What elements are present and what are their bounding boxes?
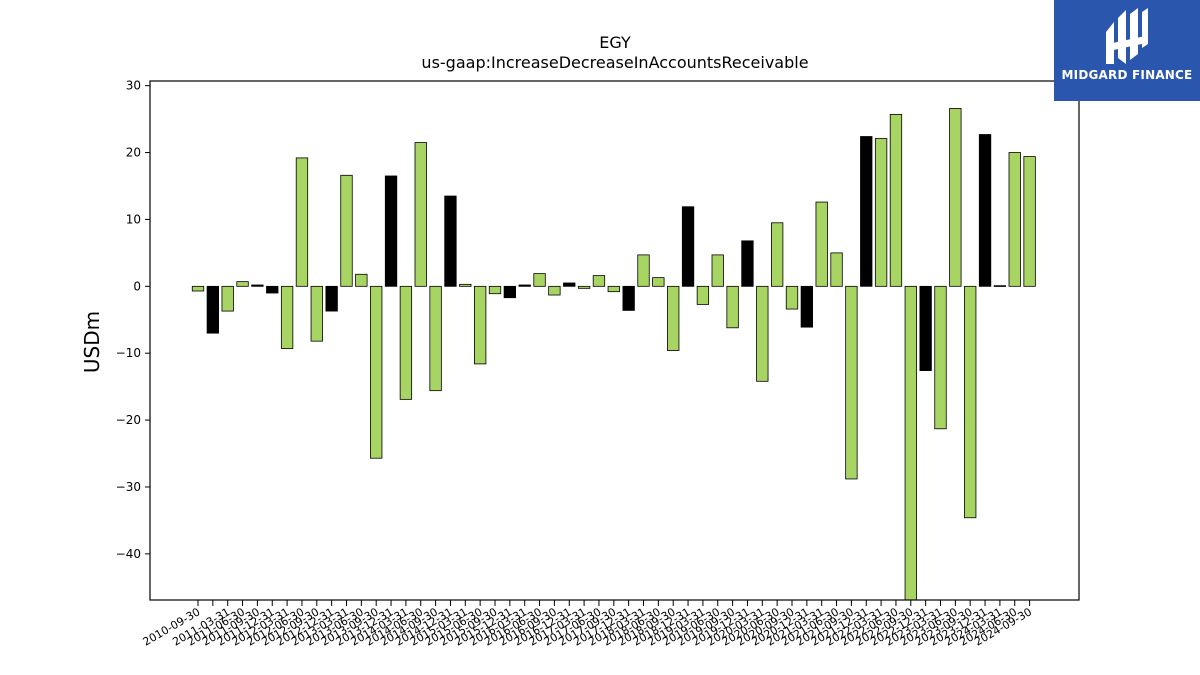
y-tick-label: −40 <box>116 547 141 561</box>
bar-2022-09-30 <box>904 285 917 601</box>
chart-title: EGY <box>599 33 631 52</box>
chart-subtitle: us-gaap:IncreaseDecreaseInAccountsReceiv… <box>421 53 808 72</box>
bar-2017-06-30 <box>592 275 606 287</box>
bar-2023-12-31 <box>978 134 992 287</box>
bar-2016-03-31 <box>518 284 531 287</box>
bar-2023-09-30 <box>964 285 977 519</box>
bar-2015-03-31 <box>459 283 472 287</box>
bar-2019-03-31 <box>696 285 710 305</box>
y-axis-ticks: 30 20 10 0 −10 −20 −30 −40 <box>116 79 150 561</box>
midgard-finance-logo: MIDGARD FINANCE <box>1054 0 1200 101</box>
bar-2017-12-31 <box>622 285 635 311</box>
bar-2020-03-31 <box>756 285 769 382</box>
y-tick-label: 20 <box>126 146 141 160</box>
bar-2019-09-30 <box>726 285 739 329</box>
bar-2010-09-30 <box>191 285 205 292</box>
bar-2024-03-31 <box>993 285 1007 287</box>
bar-2023-06-30 <box>949 108 962 287</box>
y-tick-label: −30 <box>116 480 141 494</box>
bar-2015-06-30 <box>473 285 487 365</box>
x-axis-ticks: 2010-09-302011-03-312011-06-302011-09-30… <box>141 600 1034 649</box>
logo-text: MIDGARD FINANCE <box>1061 68 1193 82</box>
bar-2022-06-30 <box>889 114 903 287</box>
bar-2012-03-31 <box>280 285 294 349</box>
y-tick-label: 10 <box>126 212 141 226</box>
y-tick-label: 0 <box>133 279 141 293</box>
bar-2014-12-31 <box>444 195 457 287</box>
bar-2013-06-30 <box>355 273 368 287</box>
bars <box>191 108 1036 601</box>
bar-2014-03-31 <box>399 285 413 400</box>
bar-2013-12-31 <box>384 175 398 287</box>
bar-2015-09-30 <box>488 285 502 295</box>
bar-2013-03-31 <box>340 174 353 287</box>
bar-2014-09-30 <box>429 285 442 392</box>
bar-2018-12-31 <box>681 206 695 287</box>
bar-2011-03-31 <box>221 285 234 312</box>
plot-frame <box>149 80 1080 601</box>
bar-2012-09-30 <box>310 285 323 342</box>
bar-2016-12-31 <box>563 282 576 287</box>
bar-2021-03-31 <box>815 201 828 287</box>
bar-2019-12-31 <box>741 240 754 287</box>
bar-2010-12-31 <box>206 285 220 334</box>
bar-2023-03-31 <box>934 285 947 430</box>
bar-2020-09-30 <box>785 285 799 310</box>
bar-2024-09-30 <box>1023 156 1036 287</box>
bar-2019-06-30 <box>711 254 724 287</box>
bar-2012-12-31 <box>325 285 338 312</box>
bar-2015-12-31 <box>503 285 517 299</box>
bar-2018-06-30 <box>652 277 665 287</box>
bar-2016-06-30 <box>533 273 546 287</box>
midgard-logo-icon <box>1106 8 1148 64</box>
bar-2012-06-30 <box>295 157 309 287</box>
bar-2022-03-31 <box>874 138 888 287</box>
bar-2021-06-30 <box>830 252 843 287</box>
bar-2024-06-30 <box>1008 152 1021 287</box>
bar-2014-06-30 <box>414 142 427 287</box>
bar-2018-09-30 <box>667 285 680 351</box>
bar-2021-09-30 <box>845 285 858 480</box>
bar-2022-12-31 <box>919 285 932 371</box>
y-axis-label: USDm <box>80 311 104 373</box>
bar-2013-09-30 <box>370 285 383 459</box>
bar-2011-09-30 <box>251 284 264 287</box>
bar-2021-12-31 <box>860 136 873 287</box>
bar-2018-03-31 <box>637 254 650 287</box>
y-tick-label: −20 <box>116 413 141 427</box>
bar-2017-09-30 <box>607 285 620 293</box>
bar-2020-06-30 <box>771 222 784 287</box>
bar-2020-12-31 <box>800 285 813 328</box>
bar-2016-09-30 <box>548 285 561 296</box>
bar-2017-03-31 <box>577 285 591 289</box>
bar-2011-06-30 <box>236 281 249 287</box>
bar-2011-12-31 <box>266 285 279 294</box>
y-tick-label: 30 <box>126 79 141 93</box>
y-tick-label: −10 <box>116 346 141 360</box>
